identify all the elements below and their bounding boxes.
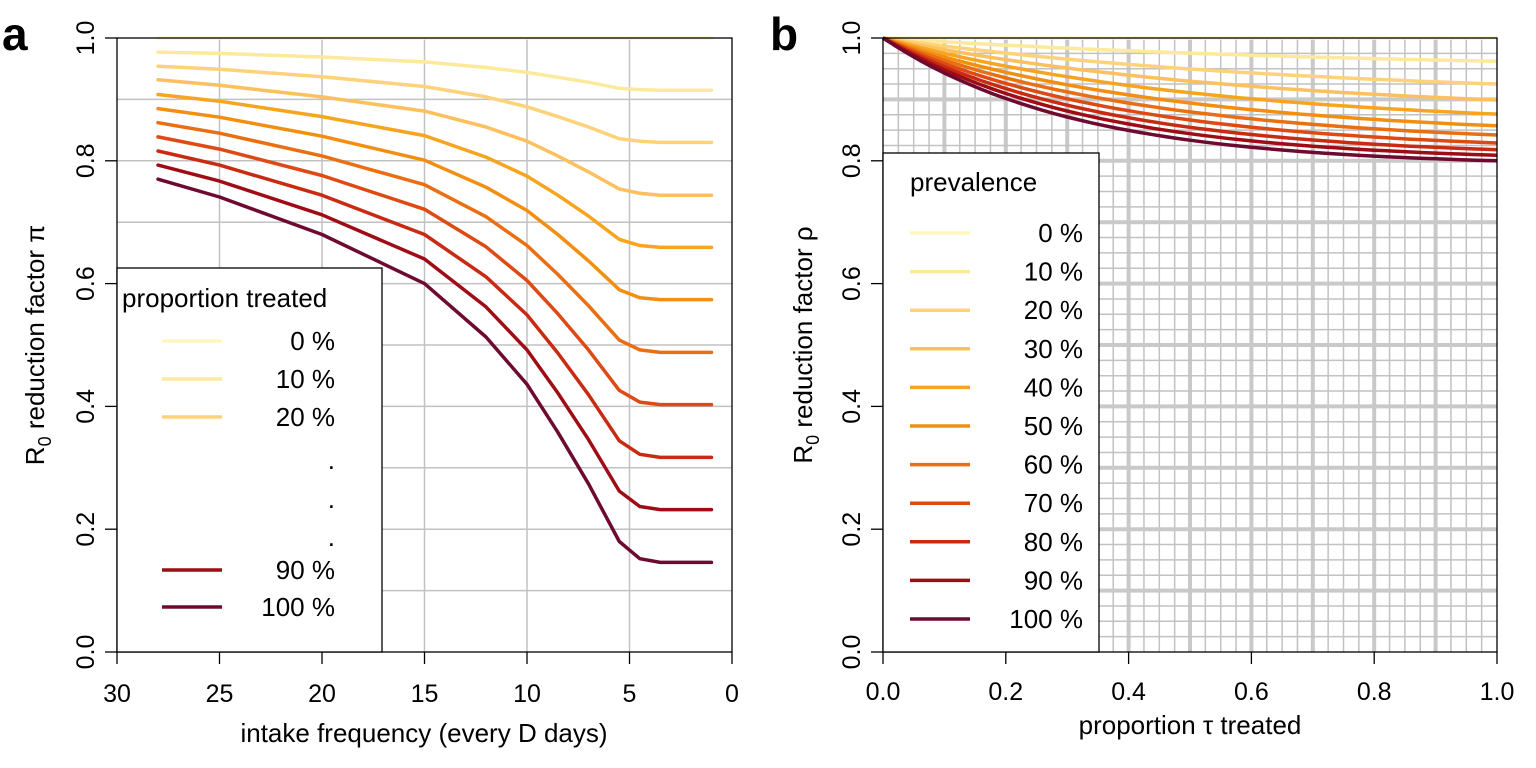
panel-b-series-line-4 [882, 36, 1498, 116]
panel-b-series-line-8 [882, 36, 1498, 152]
panel-b-x-tick-label-4: 0.8 [1357, 678, 1392, 706]
panel-a-y-title-rest: reduction factor π [20, 225, 50, 437]
panel-a-series-line-6 [156, 120, 714, 355]
panel-b-series-line-7 [882, 36, 1498, 145]
panel-b-legend-label-7: 70 % [1024, 488, 1083, 518]
panel-b: b 0.0 0.2 0.4 0.6 0.8 1.0 0.00.20.40.60.81.0 … [770, 8, 1514, 740]
panel-a-y-title-r: R [20, 446, 50, 465]
panel-b-legend-label-0: 0 % [1038, 218, 1083, 248]
panel-b-series-line-6 [882, 36, 1498, 137]
panel-b-series-line-1 [882, 36, 1498, 64]
panel-a-series-line-3 [156, 78, 714, 197]
panel-b-y-tick-label-2: 0.4 [838, 389, 866, 424]
panel-a-y-tick-label-0: 0.0 [72, 635, 100, 670]
panel-b-y-tick-label-1: 0.2 [838, 512, 866, 547]
panel-b-x-tick-label-2: 0.4 [1111, 678, 1146, 706]
panel-a-x-tick-label-2: 20 [308, 680, 336, 708]
panel-a-x-tick-label-6: 0 [725, 680, 739, 708]
panel-b-legend-label-4: 40 % [1024, 372, 1083, 402]
panel-b-legend-label-3: 30 % [1024, 334, 1083, 364]
panel-a-y-title-sub: 0 [35, 436, 55, 446]
panel-b-y-tick-label-0: 0.0 [838, 635, 866, 670]
panel-b-x-tick-label-1: 0.2 [988, 678, 1023, 706]
panel-a-x-tick-label-0: 30 [103, 680, 131, 708]
panel-label-a: a [2, 8, 28, 60]
panel-a-legend-label-2: 20 % [276, 402, 335, 432]
panel-b-series-line-9 [882, 36, 1498, 158]
panel-a-series-line-9 [156, 163, 714, 512]
panel-a-x-tick-label-1: 25 [206, 680, 234, 708]
panel-b-legend-entries: 0 % 10 % 20 % 30 % 40 % 50 % 60 % 70 % 80 % 90 % 1… [910, 218, 1083, 634]
panel-b-legend: prevalence 0 % 10 % 20 % 30 % 40 % 50 % 60 % 70… [882, 152, 1100, 653]
panel-a-legend-label-5: . [328, 522, 335, 552]
panel-a-x-tick-label-4: 10 [513, 680, 541, 708]
panel-b-legend-label-1: 10 % [1024, 257, 1083, 287]
panel-b-y-tick-label-3: 0.6 [838, 266, 866, 301]
panel-a-legend-label-7: 100 % [261, 592, 335, 622]
panel-a-series-line-2 [156, 64, 714, 145]
panel-a-series-line-10 [156, 177, 714, 565]
panel-a: a 30 25 20 15 10 5 0 0.0 0.2 0.4 0.6 0.8 1.0 intake… [2, 8, 739, 748]
panel-b-legend-label-2: 20 % [1024, 295, 1083, 325]
panel-b-y-axis: 0.0 0.2 0.4 0.6 0.8 1.0 [838, 21, 883, 670]
panel-b-legend-label-9: 90 % [1024, 565, 1083, 595]
panel-a-y-axis-title: R0 reduction factor π [20, 225, 55, 465]
panel-b-legend-label-10: 100 % [1009, 604, 1083, 634]
panel-b-x-tick-label-0: 0.0 [866, 678, 901, 706]
panel-a-series-line-5 [156, 106, 714, 302]
panel-a-y-tick-label-3: 0.6 [72, 266, 100, 301]
panel-a-legend-label-3: . [328, 445, 335, 475]
panel-b-legend-label-8: 80 % [1024, 527, 1083, 557]
panel-a-x-axis: 30 25 20 15 10 5 0 [103, 652, 739, 708]
panel-b-legend-label-6: 60 % [1024, 450, 1083, 480]
panel-a-legend-label-1: 10 % [276, 364, 335, 394]
panel-a-series-line-1 [156, 50, 714, 92]
panel-a-y-tick-label-4: 0.8 [72, 143, 100, 178]
panel-a-legend-title: proportion treated [122, 283, 327, 313]
panel-b-y-axis-title: R0 reduction factor ρ [788, 226, 823, 463]
panel-a-legend: proportion treated 0 %10 %20 %...90 %100… [116, 267, 383, 653]
panel-b-y-title-r: R [788, 445, 818, 464]
panel-a-y-tick-label-5: 1.0 [72, 21, 100, 56]
panel-a-legend-box [116, 267, 383, 653]
panel-a-legend-label-4: . [328, 484, 335, 514]
panel-b-y-title-sub: 0 [803, 435, 823, 445]
panel-a-x-axis-title: intake frequency (every D days) [240, 718, 607, 748]
panel-b-x-axis-title: proportion τ treated [1079, 710, 1302, 740]
panel-a-series-line-8 [156, 149, 714, 460]
panel-a-y-tick-label-2: 0.4 [72, 389, 100, 424]
panel-a-y-axis: 0.0 0.2 0.4 0.6 0.8 1.0 [72, 21, 117, 670]
panel-a-legend-label-6: 90 % [276, 555, 335, 585]
panel-b-legend-box [882, 152, 1100, 653]
panel-b-series-line-2 [882, 36, 1498, 86]
panel-a-legend-entries: 0 %10 %20 %...90 %100 % [162, 326, 335, 622]
panel-b-legend-label-5: 50 % [1024, 411, 1083, 441]
panel-a-x-tick-label-5: 5 [623, 680, 637, 708]
panel-a-series-line-7 [156, 135, 714, 407]
panel-b-series-line-3 [882, 36, 1498, 102]
panel-a-legend-label-0: 0 % [290, 326, 335, 356]
panel-b-y-title-rest: reduction factor ρ [788, 226, 818, 434]
panel-a-y-tick-label-1: 0.2 [72, 512, 100, 547]
panel-label-b: b [770, 8, 798, 60]
panel-a-x-tick-label-3: 15 [411, 680, 439, 708]
panel-b-y-tick-label-5: 1.0 [838, 21, 866, 56]
panel-b-x-axis: 0.0 0.2 0.4 0.6 0.8 1.0 [866, 652, 1515, 706]
panel-b-series-line-10 [882, 36, 1498, 163]
panel-b-x-tick-label-3: 0.6 [1234, 678, 1269, 706]
panel-a-series-line-4 [156, 92, 714, 250]
panel-b-series-line-5 [882, 36, 1498, 128]
panel-a-series [156, 36, 714, 565]
panel-b-y-tick-label-4: 0.8 [838, 143, 866, 178]
panel-b-x-tick-label-5: 1.0 [1480, 678, 1515, 706]
panel-b-legend-title: prevalence [910, 167, 1037, 197]
